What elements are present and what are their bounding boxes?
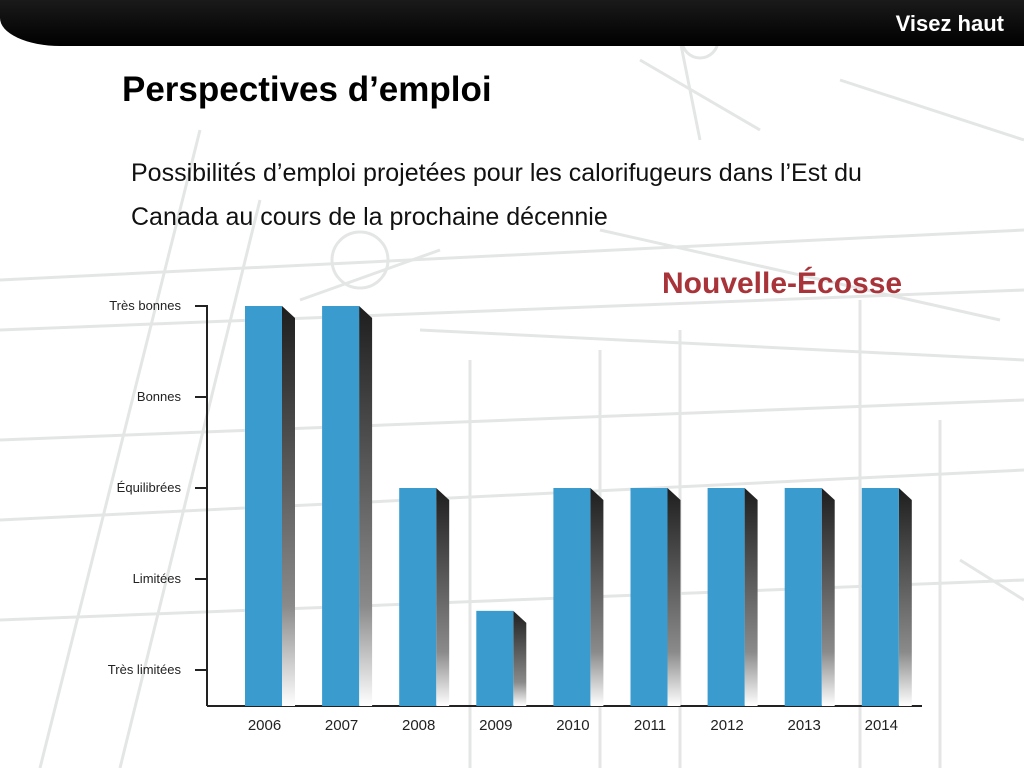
x-tick-label: 2012 [710, 717, 743, 734]
bar-2006 [245, 306, 282, 706]
brand-label: Visez haut [895, 11, 1004, 36]
x-tick-label: 2006 [248, 717, 281, 734]
bar-2014 [861, 488, 899, 706]
bar-2011 [630, 488, 668, 706]
y-tick-label: Équilibrées [117, 480, 182, 495]
bar-side [436, 488, 450, 706]
x-tick-label: 2014 [865, 717, 898, 734]
x-tick-label: 2013 [788, 717, 821, 734]
bar-side [821, 488, 835, 706]
x-tick-label: 2011 [634, 717, 666, 734]
y-tick-label: Limitées [133, 571, 182, 586]
bar-side [898, 488, 912, 706]
top-banner: Visez haut [0, 0, 1024, 46]
bar-side [282, 306, 295, 706]
y-tick-label: Très limitées [108, 662, 182, 677]
bar-side [744, 488, 758, 706]
slide-subtitle: Possibilités d’emploi projetées pour les… [131, 159, 862, 231]
bar-side [667, 488, 681, 706]
bar-2009 [476, 610, 514, 706]
bar-side [359, 306, 373, 706]
bar-side [590, 488, 604, 706]
y-tick-label: Bonnes [137, 389, 182, 404]
x-tick-label: 2009 [479, 717, 512, 734]
bar-2007 [322, 306, 360, 706]
bar-side [513, 610, 527, 706]
y-tick-label: Très bonnes [109, 298, 181, 313]
slide-title: Perspectives d’emploi [122, 70, 492, 109]
chart-region-title: Nouvelle-Écosse [662, 267, 903, 300]
x-tick-label: 2008 [402, 717, 435, 734]
bar-2008 [399, 488, 437, 706]
x-tick-label: 2007 [325, 717, 358, 734]
bar-2013 [784, 488, 822, 706]
bar-2012 [707, 488, 745, 706]
bar-2010 [553, 488, 591, 706]
x-tick-label: 2010 [556, 717, 589, 734]
